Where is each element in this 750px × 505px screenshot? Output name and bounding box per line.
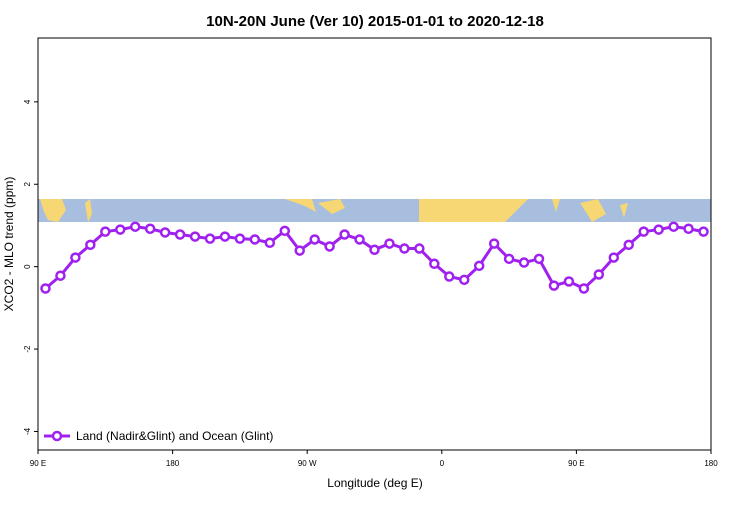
y-tick-label: 4: [23, 99, 32, 104]
point: [653, 224, 664, 235]
point: [129, 221, 141, 232]
point: [593, 269, 605, 280]
point: [578, 283, 590, 294]
chart-title: 10N-20N June (Ver 10) 2015-01-01 to 2020…: [206, 13, 544, 30]
point: [159, 227, 171, 238]
point: [399, 243, 410, 254]
point: [234, 233, 246, 244]
point: [608, 252, 620, 263]
point: [309, 234, 320, 245]
x-tick-label: 180: [166, 459, 180, 468]
point: [219, 231, 231, 242]
point: [174, 229, 186, 240]
point: [70, 252, 81, 263]
point: [563, 276, 575, 287]
point: [324, 241, 335, 252]
y-tick-label: -2: [23, 345, 32, 353]
point: [444, 271, 455, 282]
point: [473, 260, 485, 272]
point: [369, 244, 380, 256]
point: [249, 234, 261, 245]
x-tick-label: 0: [440, 459, 445, 468]
x-tick-label: 180: [704, 459, 718, 468]
point: [623, 239, 634, 251]
point: [144, 223, 156, 235]
y-tick-label: -4: [23, 427, 32, 435]
x-tick-label: 90 W: [298, 459, 317, 468]
map-band: [38, 199, 711, 222]
point: [548, 280, 560, 291]
point: [384, 238, 395, 249]
point: [55, 270, 66, 281]
point: [294, 245, 305, 256]
point: [339, 229, 350, 240]
point: [503, 253, 515, 265]
point: [683, 223, 694, 235]
legend-marker: [51, 430, 63, 442]
point: [354, 234, 365, 245]
point: [115, 224, 126, 235]
point: [429, 258, 440, 270]
point: [40, 283, 51, 294]
point: [698, 226, 709, 237]
point: [488, 238, 500, 249]
point: [85, 239, 96, 251]
point: [414, 243, 425, 254]
point: [264, 237, 276, 249]
point: [668, 221, 679, 232]
point: [279, 225, 291, 237]
x-tick-label: 90 E: [30, 459, 46, 468]
x-tick-label: 90 E: [568, 459, 584, 468]
point: [533, 253, 545, 265]
x-axis-label: Longitude (deg E): [327, 476, 422, 490]
point: [189, 231, 201, 242]
point: [100, 226, 111, 237]
point: [204, 233, 216, 244]
legend-label: Land (Nadir&Glint) and Ocean (Glint): [76, 429, 273, 443]
y-tick-label: 2: [23, 181, 32, 186]
y-axis-label: XCO2 - MLO trend (ppm): [2, 177, 16, 312]
series-line: [44, 225, 704, 291]
point: [518, 257, 530, 268]
point: [458, 274, 470, 286]
point: [638, 226, 649, 237]
plot-frame: [37, 37, 712, 451]
y-tick-label: 0: [23, 264, 32, 269]
